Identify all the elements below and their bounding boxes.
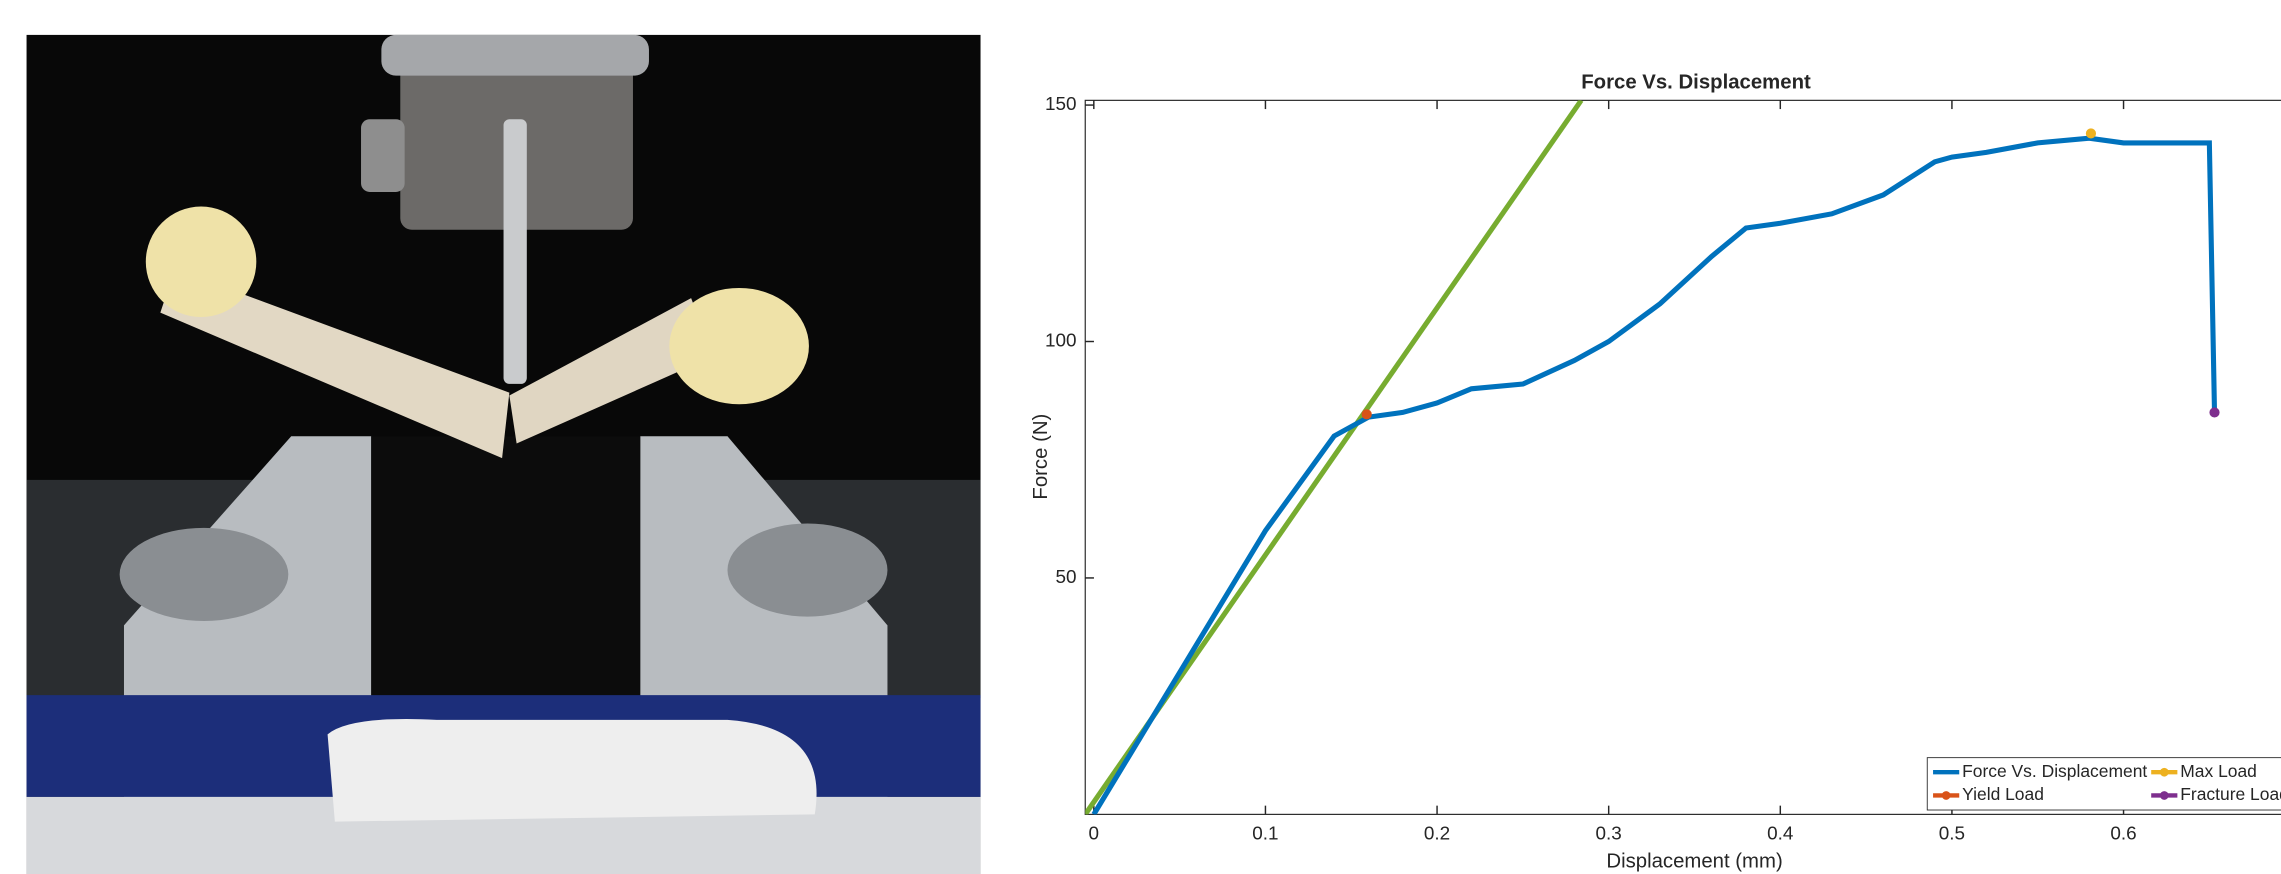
legend-marker: [2159, 791, 2169, 800]
legend-label: Yield Load: [1962, 784, 2044, 804]
x-tick-label: 0.6: [2110, 824, 2136, 845]
y-tick-label: 50: [1055, 567, 1076, 588]
x-axis-label: Displacement (mm): [1606, 851, 1782, 873]
plunger: [503, 119, 527, 384]
legend-label: Max Load: [2180, 761, 2257, 781]
marker: [2209, 407, 2220, 418]
x-tick-label: 0.2: [1424, 824, 1450, 845]
right-screw: [727, 523, 888, 617]
legend-marker: [1941, 791, 1951, 800]
load-cell-rim: [381, 34, 649, 76]
bone-right: [509, 298, 713, 444]
y-axis-label: Force (N): [1030, 414, 1052, 500]
specimen-photo: [26, 34, 981, 874]
x-tick-label: 0: [1089, 824, 1100, 845]
bone-head-left: [145, 206, 257, 318]
legend-label: Force Vs. Displacement: [1962, 761, 2147, 781]
legend-label: Fracture Load: [2180, 784, 2281, 804]
legend-marker: [2159, 767, 2169, 777]
label-tag: [327, 719, 817, 822]
legend-box: [1926, 757, 2281, 811]
x-tick-label: 0.4: [1767, 824, 1793, 845]
bone-left: [160, 269, 510, 459]
marker: [1361, 409, 1372, 420]
y-tick-label: 150: [1045, 94, 1077, 115]
x-tick-label: 0.5: [1939, 824, 1965, 845]
marker: [2085, 128, 2097, 139]
plot-area: [1084, 99, 2281, 815]
x-tick-label: 0.3: [1596, 824, 1622, 845]
x-tick-label: 0.1: [1252, 824, 1278, 845]
bone-head-right: [669, 287, 809, 405]
left-screw: [119, 527, 289, 621]
data-line: [1091, 135, 2218, 815]
y-tick-label: 100: [1045, 331, 1077, 352]
chart-title: Force Vs. Displacement: [1581, 71, 1811, 93]
knob: [361, 119, 405, 192]
